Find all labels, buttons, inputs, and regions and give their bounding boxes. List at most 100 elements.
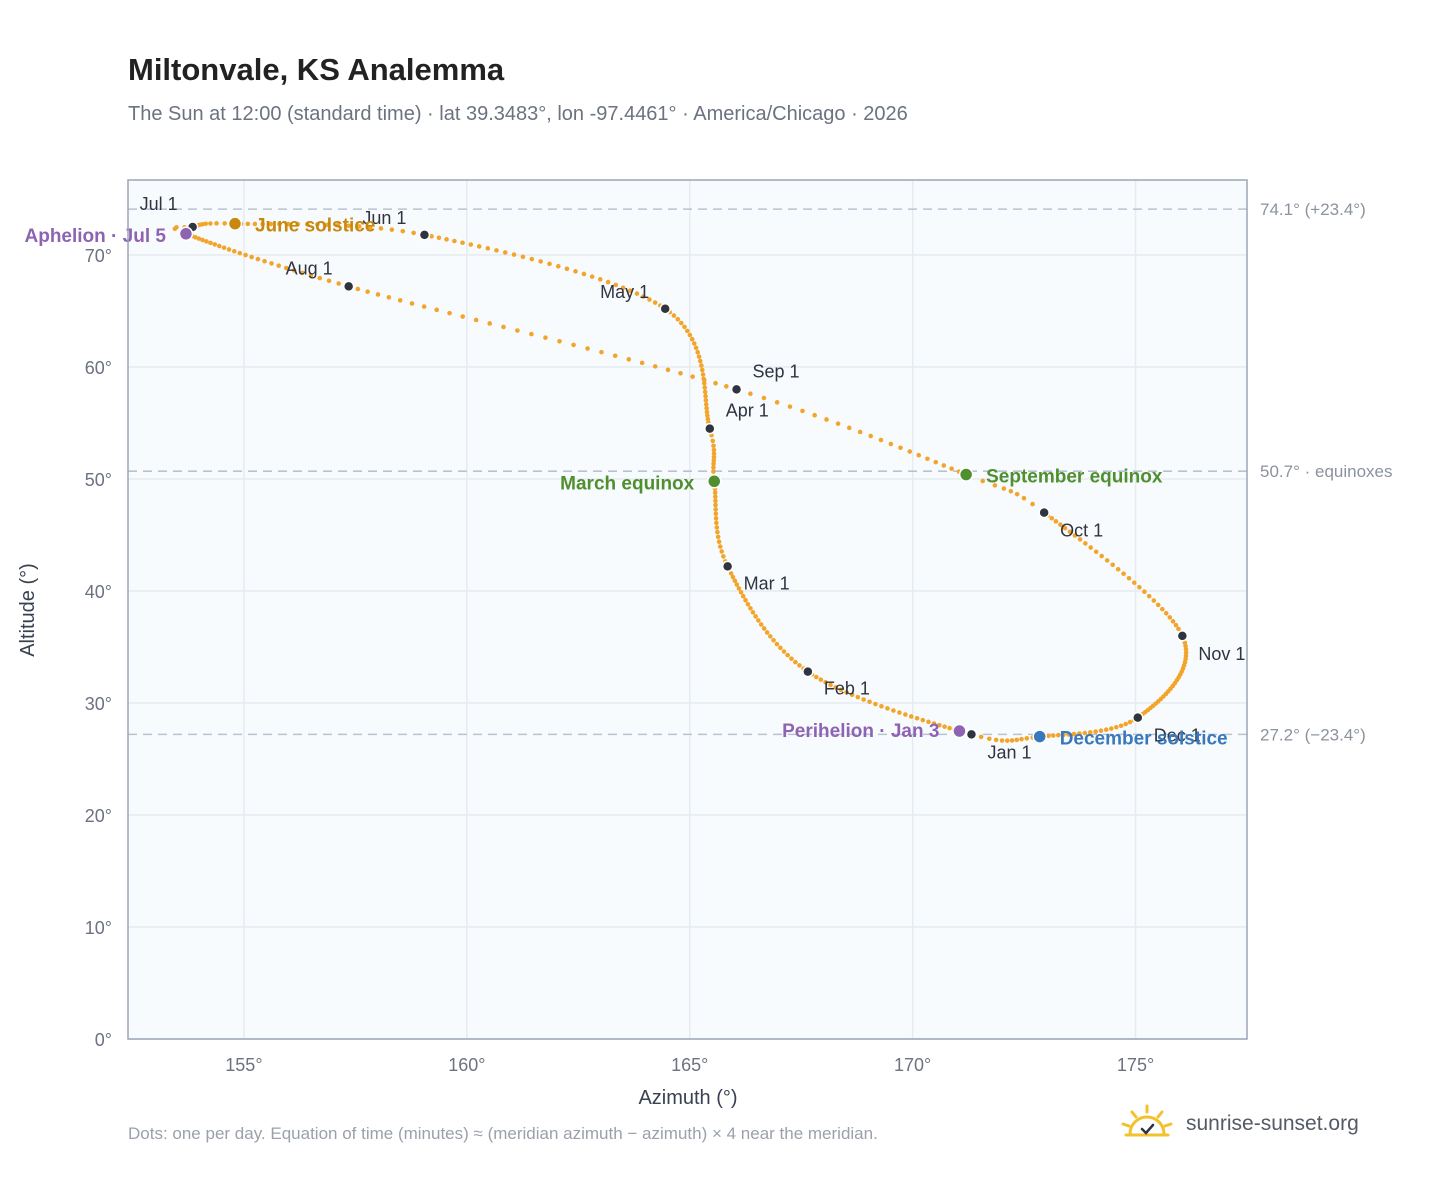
- y-tick-label: 10°: [85, 918, 112, 938]
- daily-sun-dot: [1019, 736, 1024, 742]
- event-label: December solstice: [1060, 729, 1228, 750]
- daily-sun-dot: [891, 708, 896, 713]
- daily-sun-dot: [785, 652, 790, 658]
- daily-sun-dot: [833, 685, 839, 690]
- daily-sun-dot: [748, 391, 753, 397]
- daily-sun-dot: [222, 221, 227, 226]
- daily-sun-dot: [716, 539, 722, 545]
- daily-sun-dot: [538, 259, 543, 264]
- daily-sun-dot: [434, 307, 439, 313]
- daily-sun-dot: [781, 649, 787, 654]
- daily-sun-dot: [295, 221, 301, 227]
- daily-sun-dot: [1093, 549, 1099, 555]
- month-label: May 1: [600, 282, 649, 302]
- daily-sun-dot: [245, 221, 251, 227]
- x-tick-label: 155°: [225, 1055, 262, 1075]
- event-marker: [952, 723, 967, 739]
- daily-sun-dot: [914, 716, 920, 721]
- daily-sun-dot: [682, 324, 687, 330]
- daily-sun-dot: [208, 221, 213, 226]
- daily-sun-dot: [879, 703, 884, 709]
- daily-sun-dot: [920, 717, 926, 723]
- daily-sun-dot: [1163, 611, 1169, 616]
- daily-sun-dot: [336, 281, 341, 286]
- daily-sun-dot: [774, 400, 780, 405]
- daily-sun-dot: [1109, 726, 1114, 731]
- daily-sun-dot: [736, 586, 742, 591]
- daily-sun-dot: [711, 447, 717, 453]
- daily-sun-dot: [897, 710, 902, 715]
- brand[interactable]: sunrise-sunset.org: [1120, 1102, 1359, 1146]
- daily-sun-dot: [1115, 566, 1121, 572]
- sun-logo-icon: [1121, 1104, 1173, 1137]
- daily-sun-dot: [711, 458, 717, 463]
- daily-sun-dot: [696, 354, 702, 359]
- daily-sun-dot: [511, 252, 517, 257]
- daily-sun-dot: [473, 317, 479, 323]
- daily-sun-dot: [878, 437, 884, 443]
- month-label: Sep 1: [753, 361, 800, 381]
- daily-sun-dot: [409, 301, 415, 306]
- daily-sun-dot: [745, 601, 751, 607]
- daily-sun-dot: [1062, 525, 1068, 531]
- daily-sun-dot: [585, 346, 590, 351]
- daily-sun-dot: [286, 221, 291, 227]
- daily-sun-dot: [678, 370, 683, 376]
- daily-sun-dot: [389, 227, 395, 232]
- daily-sun-dot: [756, 618, 761, 623]
- daily-sun-dot: [447, 310, 452, 316]
- daily-sun-dot: [931, 721, 937, 726]
- daily-sun-dot: [468, 242, 474, 247]
- daily-sun-dot: [204, 239, 209, 244]
- daily-sun-dot: [713, 502, 718, 508]
- daily-sun-dot: [855, 694, 861, 700]
- daily-sun-dot: [1093, 729, 1098, 734]
- daily-sun-dot: [612, 353, 618, 359]
- daily-sun-dot: [761, 626, 767, 631]
- daily-sun-dot: [738, 589, 744, 595]
- daily-sun-dot: [1121, 571, 1126, 577]
- daily-sun-dot: [1082, 730, 1088, 736]
- daily-sun-dot: [634, 291, 640, 296]
- daily-sun-dot: [764, 630, 770, 635]
- daily-sun-dot: [1123, 721, 1128, 727]
- daily-sun-dot: [1058, 522, 1063, 527]
- daily-sun-dot: [262, 258, 267, 264]
- daily-sun-dot: [269, 261, 274, 266]
- daily-sun-dot: [325, 222, 330, 228]
- daily-sun-dot: [942, 724, 947, 729]
- daily-sun-dot: [581, 271, 587, 277]
- daily-sun-dot: [1021, 495, 1027, 501]
- daily-sun-dot: [249, 254, 254, 260]
- daily-sun-dot: [1088, 545, 1094, 550]
- reference-line-label: 74.1° (+23.4°): [1260, 200, 1366, 219]
- daily-sun-dot: [515, 328, 520, 333]
- daily-sun-dot: [916, 452, 922, 458]
- daily-sun-dot: [703, 397, 709, 403]
- event-marker: [706, 474, 722, 489]
- daily-sun-dot: [885, 706, 890, 711]
- daily-sun-dot: [639, 360, 645, 366]
- daily-sun-dot: [476, 244, 482, 249]
- daily-sun-dot: [627, 288, 633, 293]
- daily-sun-dot: [838, 687, 844, 693]
- daily-sun-dot: [613, 282, 619, 288]
- daily-sun-dot: [730, 574, 736, 580]
- daily-sun-dot: [221, 245, 227, 251]
- event-label: Perihelion · Jan 3: [782, 721, 939, 742]
- daily-sun-dot: [1167, 615, 1173, 620]
- daily-sun-dot: [1099, 553, 1104, 559]
- daily-sun-dot: [203, 221, 209, 227]
- daily-sun-dot: [1051, 733, 1056, 738]
- x-tick-label: 165°: [671, 1055, 708, 1075]
- event-marker: [227, 216, 243, 231]
- daily-sun-dot: [232, 248, 237, 254]
- daily-sun-dot: [494, 248, 499, 253]
- month-marker: [418, 229, 431, 241]
- daily-sun-dot: [1066, 732, 1071, 737]
- daily-sun-dot: [700, 372, 706, 377]
- daily-sun-dot: [1053, 519, 1059, 524]
- y-tick-label: 30°: [85, 694, 112, 714]
- daily-sun-dot: [849, 692, 855, 698]
- month-label: Nov 1: [1198, 644, 1245, 664]
